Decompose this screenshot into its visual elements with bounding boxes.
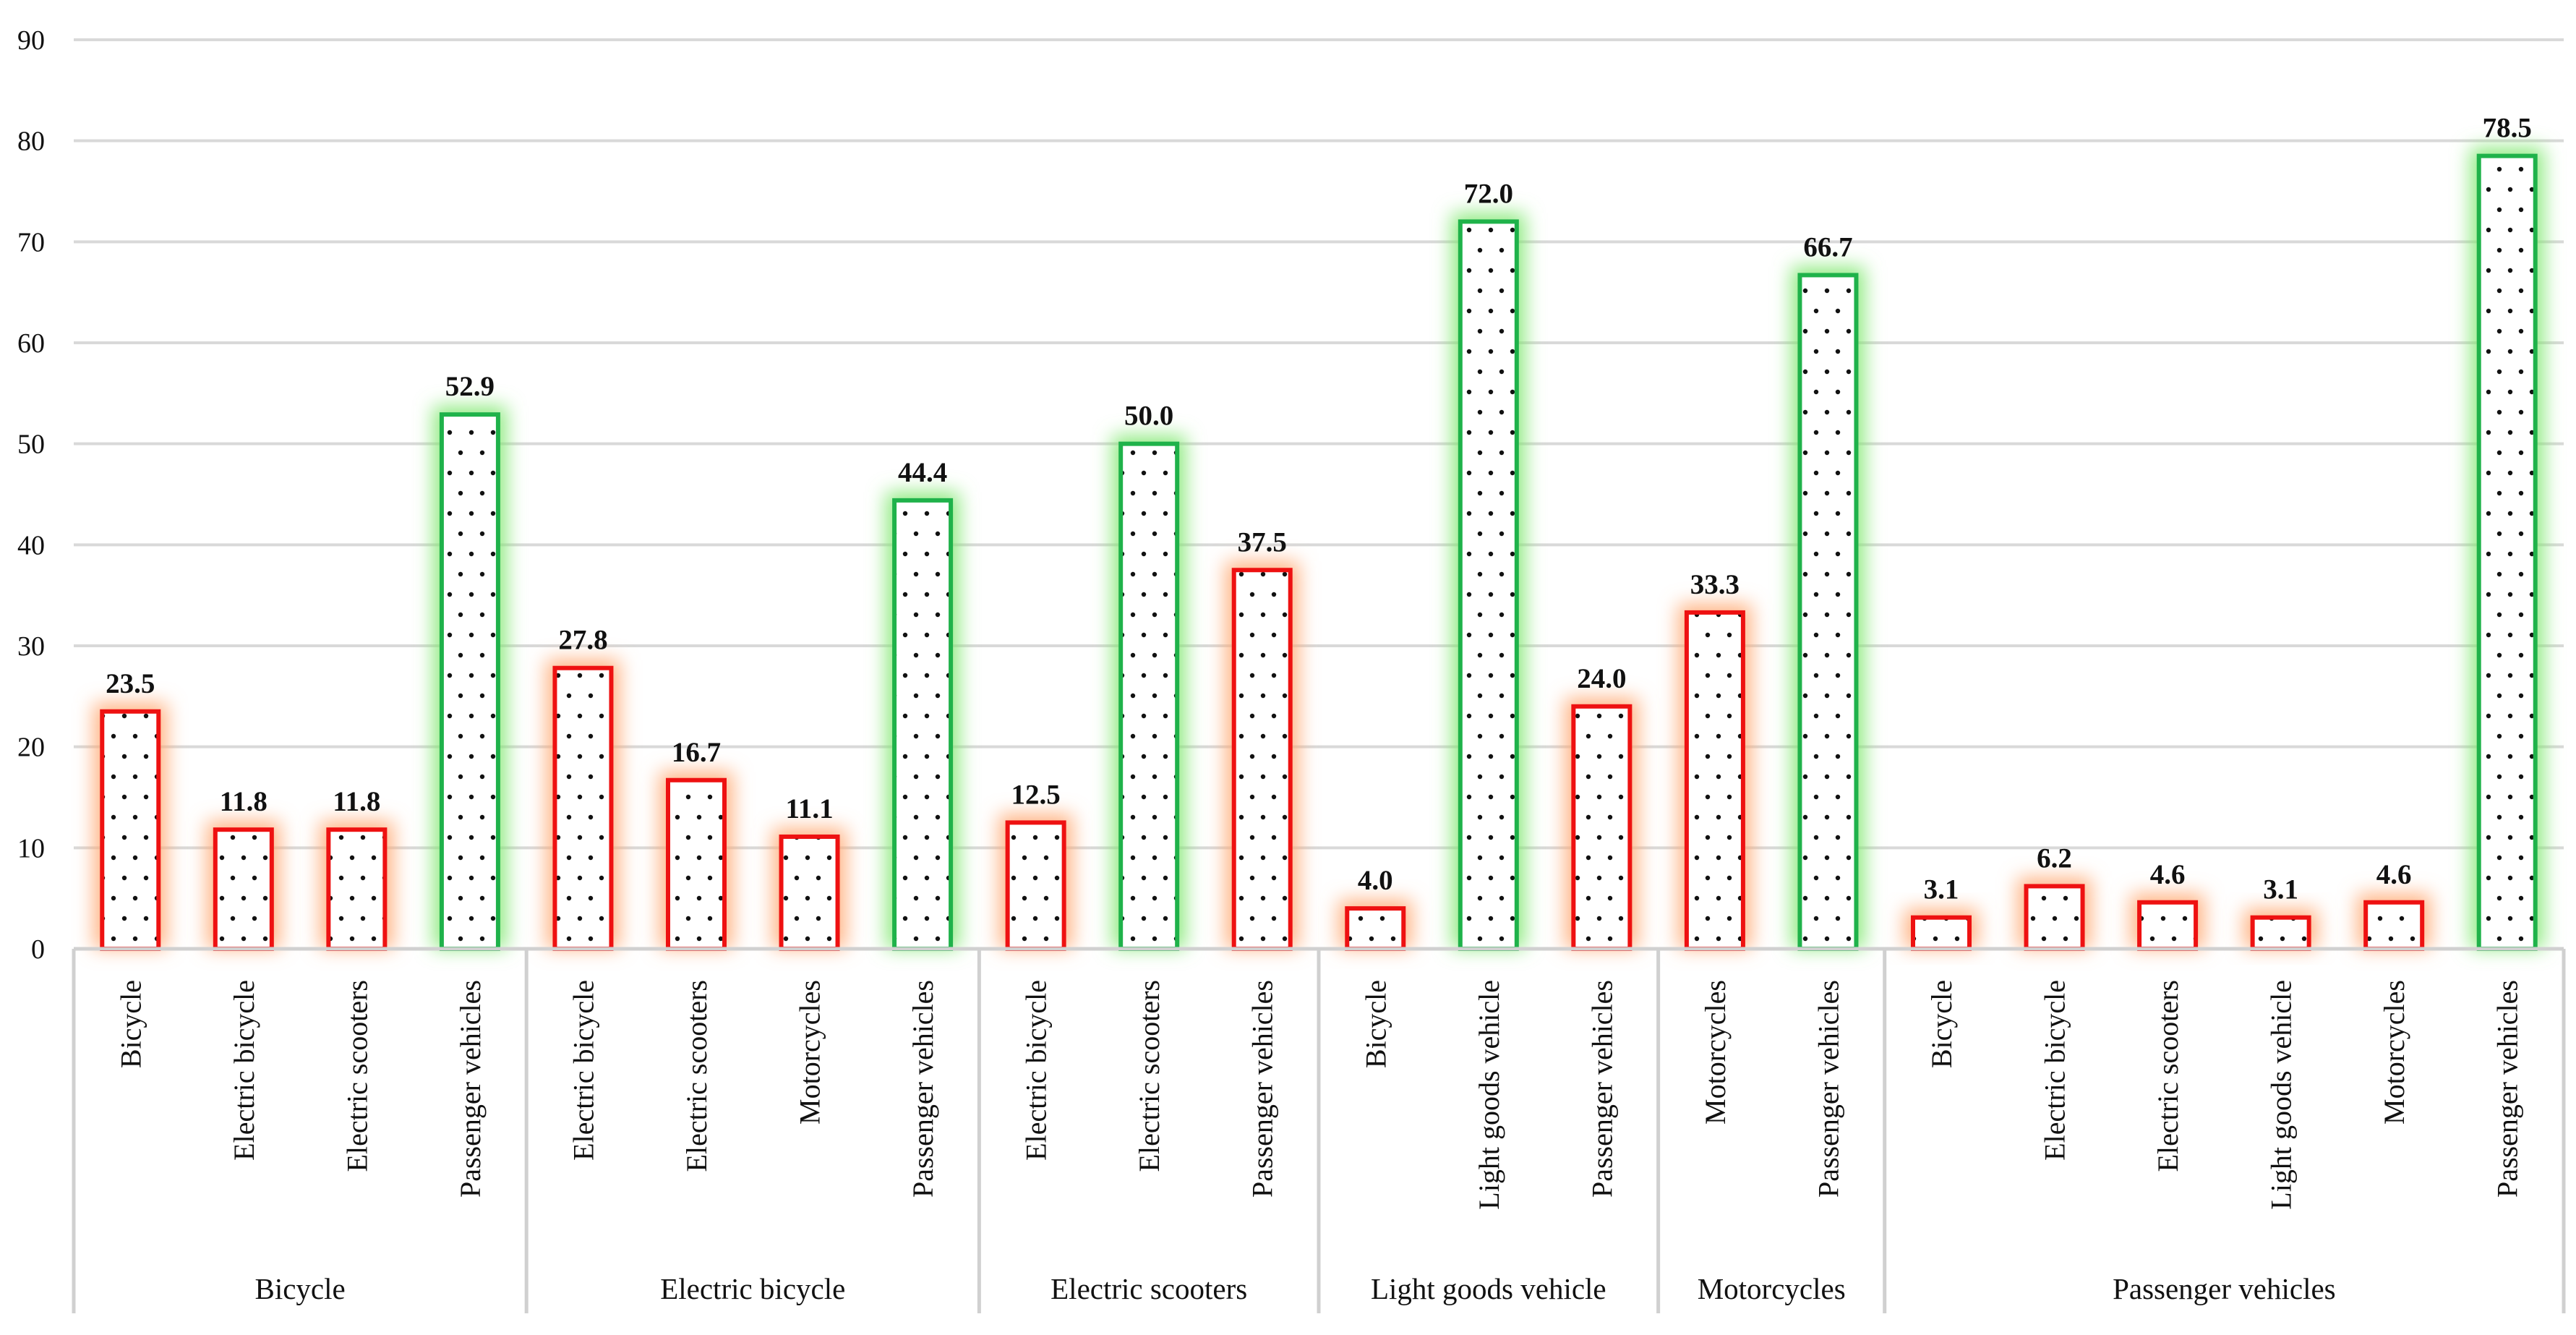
category-label: Light goods vehicle bbox=[2265, 980, 2298, 1210]
group-label: Bicycle bbox=[254, 1272, 345, 1305]
category-label: Passenger vehicles bbox=[454, 980, 487, 1198]
value-label: 52.9 bbox=[445, 371, 495, 402]
bar bbox=[439, 412, 500, 951]
category-label: Passenger vehicles bbox=[2491, 980, 2524, 1198]
category-label: Electric bicycle bbox=[1020, 980, 1053, 1161]
y-tick-label: 30 bbox=[17, 631, 45, 662]
value-label: 4.6 bbox=[2150, 859, 2186, 890]
bar bbox=[2137, 900, 2199, 951]
category-label: Passenger vehicles bbox=[907, 980, 939, 1198]
bar bbox=[1684, 610, 1745, 951]
group-label: Electric bicycle bbox=[660, 1272, 845, 1305]
y-axis: 0 10 20 30 40 50 60 70 80 90 bbox=[17, 25, 45, 965]
bar bbox=[1231, 568, 1293, 951]
group-label: Passenger vehicles bbox=[2113, 1272, 2336, 1305]
y-tick-label: 70 bbox=[17, 227, 45, 257]
value-label: 11.8 bbox=[333, 786, 380, 817]
category-label: Motorcycles bbox=[794, 980, 826, 1125]
category-label: Electric bicycle bbox=[567, 980, 599, 1161]
bar bbox=[1118, 441, 1180, 951]
value-label: 24.0 bbox=[1577, 663, 1626, 694]
value-label: 3.1 bbox=[1924, 874, 1959, 905]
bar bbox=[1345, 906, 1406, 951]
bar bbox=[326, 827, 388, 952]
value-label: 11.1 bbox=[785, 793, 833, 824]
category-label: Electric bicycle bbox=[2039, 980, 2071, 1161]
bar bbox=[2024, 884, 2085, 951]
value-label: 27.8 bbox=[558, 625, 607, 656]
y-tick-label: 10 bbox=[17, 833, 45, 863]
category-label: Bicycle bbox=[1925, 980, 1958, 1068]
y-tick-label: 80 bbox=[17, 127, 45, 157]
y-tick-label: 0 bbox=[31, 934, 45, 965]
category-label: Motorcycles bbox=[1699, 980, 1732, 1125]
y-tick-label: 90 bbox=[17, 25, 45, 56]
x-axis: Bicycle Electric bicycle Electric scooters… bbox=[72, 947, 2566, 1313]
y-tick-label: 60 bbox=[17, 328, 45, 359]
category-label: Light goods vehicle bbox=[1473, 980, 1505, 1210]
bar bbox=[779, 834, 840, 951]
bar bbox=[100, 709, 161, 951]
value-label: 50.0 bbox=[1124, 401, 1173, 432]
value-label: 44.4 bbox=[898, 457, 947, 488]
value-label: 23.5 bbox=[106, 668, 155, 699]
category-label: Electric scooters bbox=[341, 980, 373, 1172]
bar bbox=[2476, 153, 2538, 951]
value-label: 78.5 bbox=[2483, 113, 2532, 144]
value-label: 33.3 bbox=[1690, 569, 1740, 600]
category-label: Passenger vehicles bbox=[1812, 980, 1844, 1198]
category-label: Electric scooters bbox=[680, 980, 713, 1172]
bar bbox=[666, 777, 727, 952]
value-label: 11.8 bbox=[220, 786, 268, 817]
bar bbox=[1797, 273, 1859, 951]
bars bbox=[100, 153, 2538, 952]
bar bbox=[213, 827, 274, 952]
category-label: Passenger vehicles bbox=[1246, 980, 1279, 1198]
y-tick-label: 50 bbox=[17, 430, 45, 460]
value-label: 12.5 bbox=[1011, 779, 1061, 810]
bar bbox=[1458, 219, 1519, 951]
y-tick-label: 40 bbox=[17, 530, 45, 560]
group-label: Light goods vehicle bbox=[1371, 1272, 1606, 1305]
bar bbox=[1005, 820, 1066, 951]
value-label: 72.0 bbox=[1464, 178, 1513, 209]
value-label: 37.5 bbox=[1238, 526, 1287, 558]
bar bbox=[2250, 915, 2311, 952]
value-label: 3.1 bbox=[2263, 874, 2298, 905]
bar bbox=[892, 498, 954, 951]
group-label: Electric scooters bbox=[1050, 1272, 1247, 1305]
group-label: Motorcycles bbox=[1698, 1272, 1846, 1305]
category-label: Motorcycles bbox=[2378, 980, 2410, 1125]
bar bbox=[2363, 900, 2425, 951]
category-label: Bicycle bbox=[1359, 980, 1392, 1068]
y-tick-label: 20 bbox=[17, 733, 45, 763]
bar bbox=[1911, 915, 1972, 952]
value-label: 4.6 bbox=[2376, 859, 2412, 890]
category-label: Electric scooters bbox=[2152, 980, 2184, 1172]
value-label: 6.2 bbox=[2037, 843, 2072, 874]
value-label: 16.7 bbox=[672, 737, 721, 768]
bar bbox=[552, 665, 614, 952]
bar bbox=[1571, 704, 1633, 951]
value-label: 66.7 bbox=[1803, 231, 1852, 263]
category-label: Bicycle bbox=[114, 980, 147, 1068]
value-labels: 23.5 11.8 11.8 52.9 27.8 16.7 11.1 44.4 12.5 50.0… bbox=[106, 113, 2532, 905]
category-label: Electric scooters bbox=[1133, 980, 1165, 1172]
value-label: 4.0 bbox=[1358, 865, 1393, 896]
category-label: Electric bicycle bbox=[228, 980, 260, 1161]
category-label: Passenger vehicles bbox=[1586, 980, 1618, 1198]
